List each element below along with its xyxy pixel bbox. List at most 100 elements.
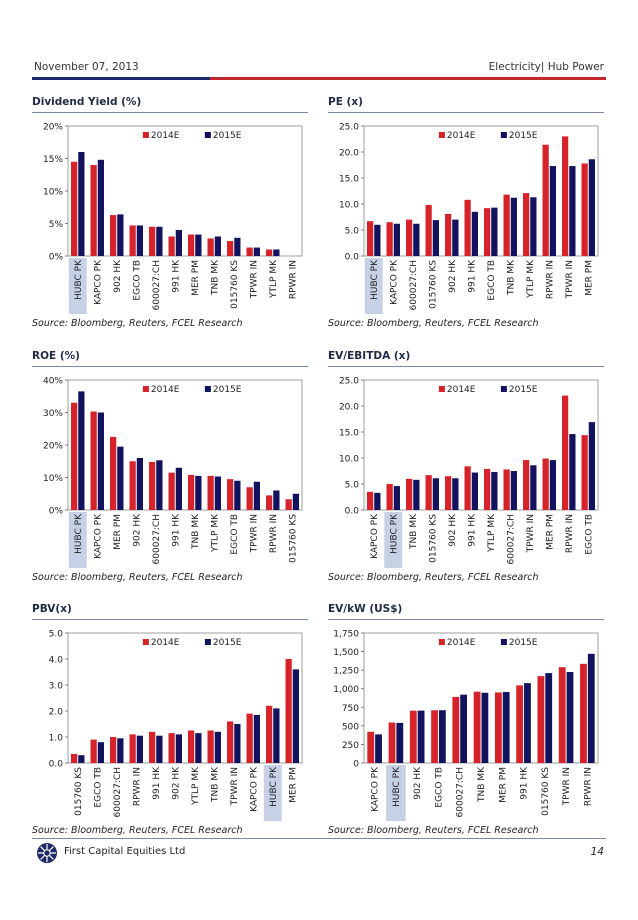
bar-2014e	[188, 234, 195, 256]
bar-2015e	[587, 653, 595, 763]
legend-swatch-2015e	[204, 132, 211, 138]
bar-2015e	[471, 211, 478, 256]
x-tick-label: 902 HK	[171, 766, 181, 800]
footer-rule	[32, 838, 606, 839]
y-tick-label: 0.0	[345, 253, 360, 263]
panel-source: Source: Bloomberg, Reuters, FCEL Researc…	[32, 572, 243, 583]
bar-2014e	[484, 468, 491, 510]
x-tick-label: 991 HK	[467, 513, 477, 547]
bar-2015e	[117, 738, 124, 763]
x-tick-label: TNB MK	[506, 259, 516, 296]
bar-2014e	[246, 487, 253, 510]
bar-2015e	[393, 223, 400, 256]
y-tick-label: 20%	[43, 442, 63, 452]
x-tick-label: 902 HK	[132, 513, 142, 547]
panel-rule	[32, 619, 308, 620]
x-tick-label: 902 HK	[113, 259, 123, 293]
bar-2014e	[464, 199, 471, 256]
panel-pe: PE (x) 0.0 5.0 10.0 15.0 20.0 25.0 HUBC PK KAPC…	[328, 96, 604, 330]
bar-2014e	[452, 696, 460, 763]
bar-2014e	[149, 731, 156, 763]
x-tick-label: TPWR IN	[562, 767, 572, 806]
bar-2014e	[266, 705, 273, 763]
x-tick-label: YTLP MK	[191, 766, 201, 806]
bar-2014e	[207, 475, 214, 510]
bar-2014e	[266, 495, 273, 510]
bar-2015e	[491, 207, 498, 256]
panel-rule	[328, 619, 604, 620]
bar-2015e	[136, 458, 143, 510]
x-tick-label: 015760 KS	[74, 767, 84, 816]
plot-frame	[67, 632, 303, 764]
y-tick-label: 0.0	[49, 760, 64, 770]
bar-2015e	[78, 755, 85, 763]
x-tick-label: HUBC PK	[269, 766, 279, 807]
y-tick-label: 0	[353, 760, 359, 770]
legend-swatch-2015e	[204, 386, 211, 392]
x-tick-label: 991 HK	[467, 259, 477, 293]
bar-2015e	[566, 672, 574, 763]
bar-2014e	[445, 213, 452, 256]
bar-2014e	[149, 461, 156, 510]
bar-2015e	[524, 683, 531, 763]
bar-2014e	[129, 461, 136, 510]
panel-source: Source: Bloomberg, Reuters, FCEL Researc…	[328, 318, 539, 329]
legend-swatch-2015e	[500, 386, 507, 392]
bar-2015e	[432, 478, 439, 510]
y-tick-label: 30%	[43, 409, 63, 419]
bar-2014e	[188, 730, 195, 763]
y-tick-label: 20%	[43, 123, 63, 133]
bar-2015e	[117, 214, 124, 256]
bar-2014e	[464, 466, 471, 510]
y-tick-label: 4.0	[49, 656, 64, 666]
bar-2015e	[452, 219, 459, 256]
panel-title: PBV(x)	[32, 603, 72, 615]
bar-2014e	[227, 479, 234, 510]
panel-rule	[32, 366, 308, 367]
x-tick-label: EGCO TB	[434, 767, 444, 808]
bar-2015e	[156, 735, 163, 763]
x-tick-label: HUBC PK	[74, 513, 84, 554]
pbv-chart: 0.0 1.0 2.0 3.0 4.0 5.0 015760 KS EGCO TB 600027…	[49, 630, 303, 821]
bar-2015e	[438, 710, 446, 763]
bar-2014e	[110, 737, 117, 763]
legend-label-2014e: 2014E	[447, 385, 476, 395]
y-tick-label: 0%	[49, 253, 64, 263]
bar-2014e	[149, 226, 156, 256]
x-tick-label: YTLP MK	[269, 259, 279, 299]
y-tick-label: 5.0	[49, 630, 64, 640]
header-rule	[32, 77, 606, 80]
x-tick-label: TPWR IN	[230, 767, 240, 806]
bar-2015e	[549, 460, 556, 510]
y-tick-label: 10%	[43, 188, 63, 198]
y-tick-label: 10.0	[339, 455, 359, 465]
legend-label-2014e: 2014E	[151, 638, 180, 648]
bar-2014e	[90, 165, 97, 256]
bar-2015e	[393, 486, 400, 510]
y-tick-label: 2.0	[49, 708, 64, 718]
legend-swatch-2015e	[500, 639, 507, 645]
y-tick-label: 0.0	[345, 507, 360, 517]
bar-2015e	[175, 467, 182, 510]
y-tick-label: 250	[342, 741, 359, 751]
x-tick-label: RPWR IN	[132, 767, 142, 806]
bar-2014e	[110, 436, 117, 510]
bar-2014e	[90, 739, 97, 763]
panel-source: Source: Bloomberg, Reuters, FCEL Researc…	[328, 825, 539, 836]
highlight-band	[263, 765, 282, 821]
y-tick-label: 5.0	[345, 227, 360, 237]
bar-2015e	[510, 197, 517, 256]
bar-2015e	[273, 490, 280, 510]
highlight-band	[386, 765, 406, 821]
footer-company-name: First Capital Equities Ltd	[64, 846, 186, 857]
bar-2014e	[367, 221, 374, 256]
report-date: November 07, 2013	[34, 61, 139, 73]
legend-label-2015e: 2015E	[213, 385, 242, 395]
bar-2015e	[588, 159, 595, 256]
bar-2015e	[460, 694, 468, 763]
bar-2015e	[214, 236, 221, 256]
y-tick-label: 15.0	[339, 429, 359, 439]
bar-2015e	[374, 492, 381, 510]
bar-2014e	[227, 721, 234, 763]
x-tick-label: YTLP MK	[487, 513, 497, 553]
